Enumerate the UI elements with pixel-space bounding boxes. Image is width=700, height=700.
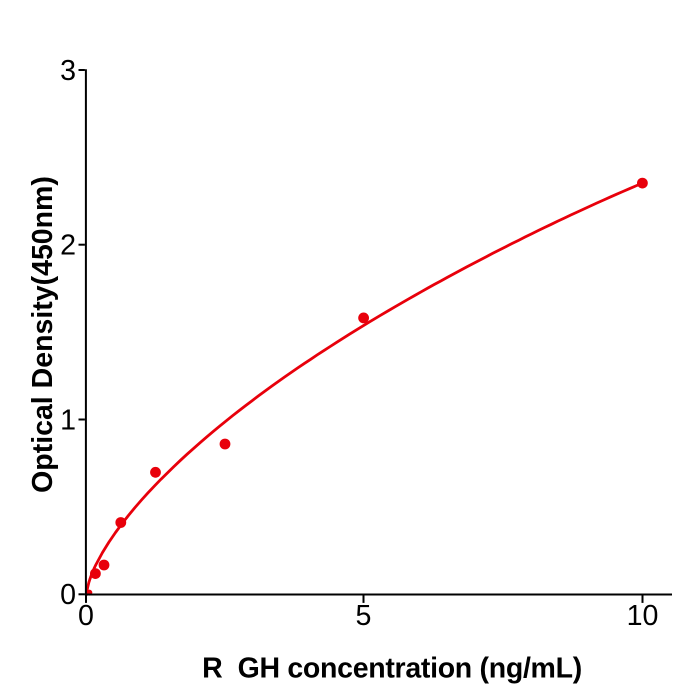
svg-text:1: 1: [60, 404, 76, 436]
svg-text:Optical Density(450nm): Optical Density(450nm): [27, 176, 59, 493]
svg-text:0: 0: [60, 579, 76, 611]
svg-text:2: 2: [60, 230, 76, 262]
svg-text:R GH concentration (ng/mL): R GH concentration (ng/mL): [202, 653, 582, 685]
svg-text:10: 10: [627, 600, 659, 632]
svg-text:0: 0: [78, 600, 94, 632]
svg-text:3: 3: [60, 55, 76, 87]
svg-text:5: 5: [356, 600, 372, 632]
